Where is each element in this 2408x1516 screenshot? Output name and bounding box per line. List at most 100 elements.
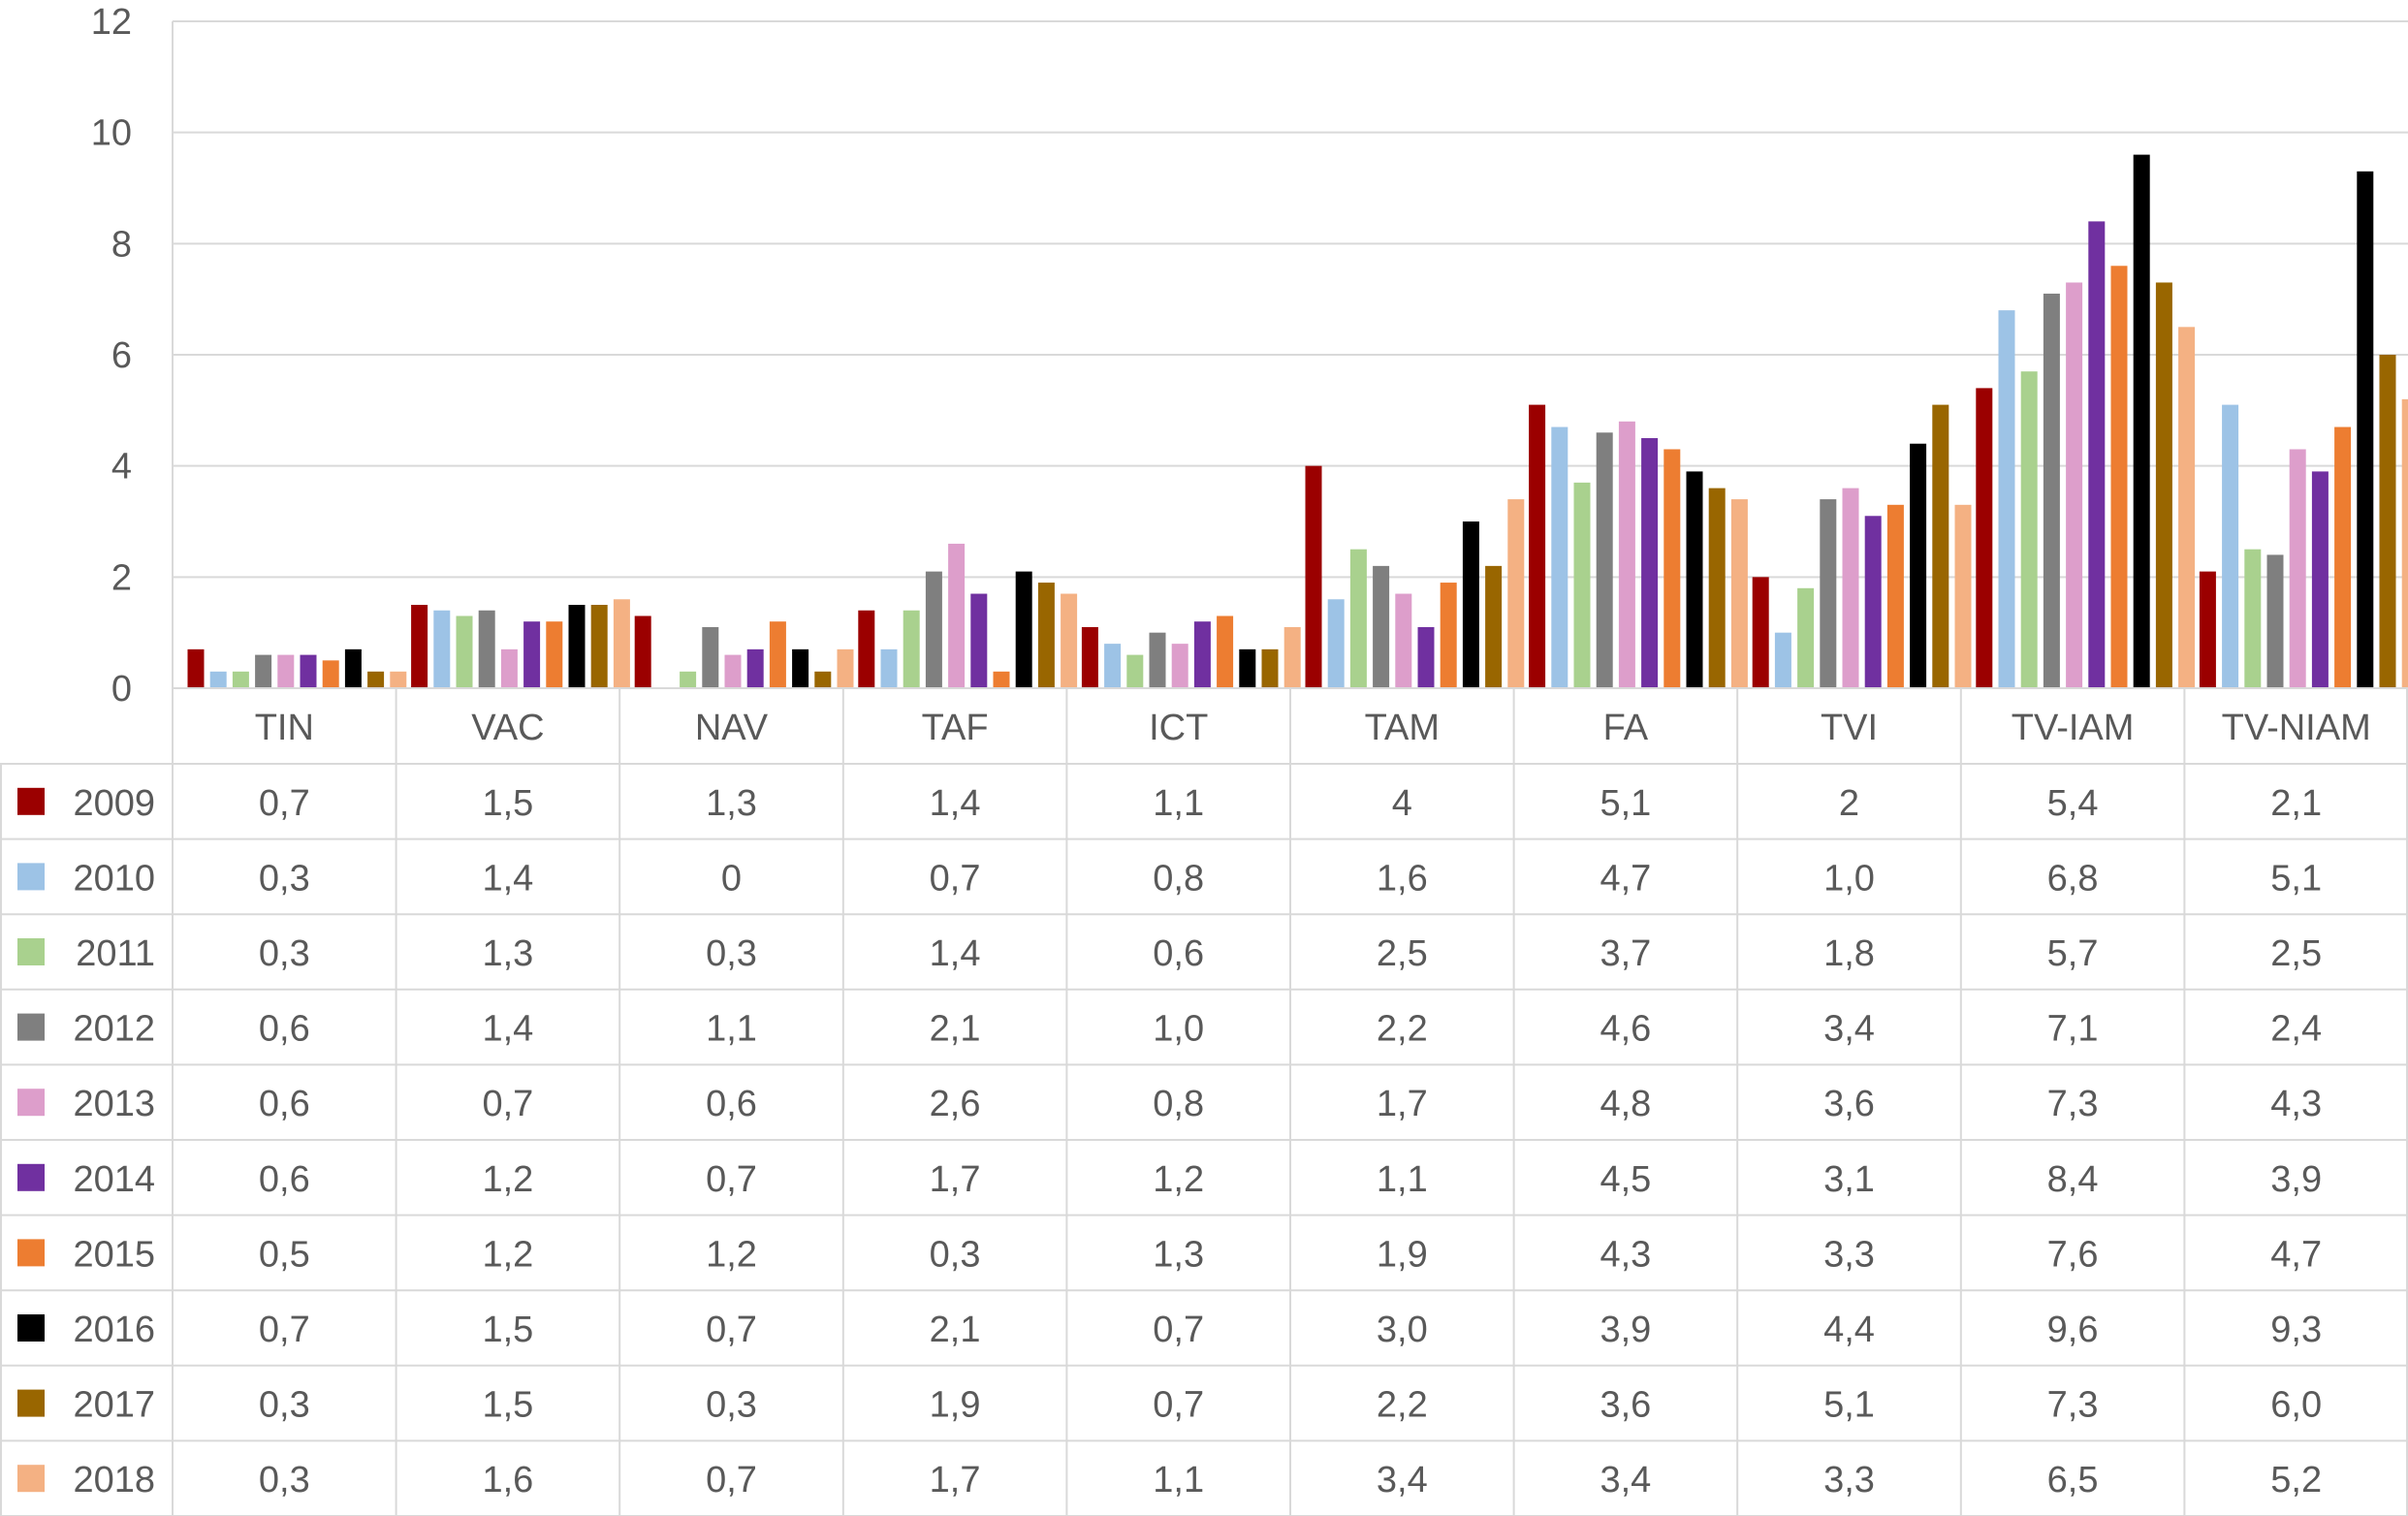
- data-table-cell: 2,2: [1377, 1385, 1428, 1426]
- data-table-cell: 4,5: [1600, 1159, 1651, 1200]
- data-table-cell: 3,4: [1600, 1460, 1651, 1500]
- data-table-cell: 0,7: [706, 1159, 757, 1200]
- bar-tvi-2017: [1932, 404, 1949, 688]
- data-table-cell: 8,4: [2047, 1159, 2099, 1200]
- data-table-cell: 0,3: [706, 933, 757, 974]
- bar-tv-niam-2014: [2311, 471, 2329, 688]
- bar-tv-niam-2016: [2357, 171, 2374, 689]
- bar-tv-iam-2011: [2020, 371, 2038, 688]
- data-table-cell: 2,1: [930, 1310, 981, 1350]
- legend-key-2018: [17, 1465, 45, 1493]
- bar-tam-2017: [1485, 565, 1503, 688]
- data-table-cell: 4,4: [1823, 1310, 1875, 1350]
- legend-year-label: 2015: [73, 1234, 155, 1275]
- data-table-cell: 3,3: [1823, 1460, 1875, 1500]
- data-table-cell: 1,3: [1153, 1234, 1204, 1275]
- bar-fa-2011: [1573, 482, 1591, 688]
- data-table-cell: 1,8: [1823, 933, 1875, 974]
- bar-tv-niam-2010: [2222, 404, 2239, 688]
- data-table-cell: 1,9: [930, 1385, 981, 1426]
- bar-tin-2016: [344, 648, 362, 688]
- bar-ict-2014: [1193, 621, 1211, 688]
- bar-fa-2018: [1730, 499, 1748, 688]
- legend-year-label: 2011: [76, 933, 155, 974]
- y-tick-label: 0: [111, 669, 132, 710]
- data-table-cell: 1,1: [1153, 1460, 1204, 1500]
- bar-fa-2015: [1663, 449, 1681, 688]
- data-table-cell: 1,4: [930, 783, 981, 824]
- bar-tvi-2018: [1954, 504, 1972, 688]
- legend-key-2012: [17, 1013, 45, 1041]
- data-table-cell: 5,1: [2270, 858, 2322, 899]
- data-table-cell: 4,3: [1600, 1234, 1651, 1275]
- data-table-cell: 7,6: [2047, 1234, 2099, 1275]
- data-table-cell: 1,7: [930, 1460, 981, 1500]
- legend-key-2010: [17, 863, 45, 891]
- bar-nav-2009: [634, 616, 651, 688]
- data-table-cell: 1,4: [482, 858, 533, 899]
- legend-key-2013: [17, 1089, 45, 1117]
- bar-tv-niam-2015: [2334, 426, 2352, 688]
- bar-tvi-2013: [1842, 488, 1859, 688]
- data-table-cell: 2,1: [2270, 783, 2322, 824]
- bar-vac-2015: [546, 621, 563, 688]
- data-table-cell: 6,8: [2047, 858, 2099, 899]
- data-table-cell: 4,3: [2270, 1084, 2322, 1124]
- data-table-cell: 1,9: [1377, 1234, 1428, 1275]
- bar-taf-2018: [1061, 593, 1078, 688]
- y-tick-label: 2: [111, 557, 132, 598]
- bar-tam-2014: [1417, 626, 1435, 688]
- bar-tv-iam-2012: [2043, 293, 2060, 688]
- bar-nav-2014: [746, 648, 764, 688]
- data-table-cell: 0,3: [259, 858, 310, 899]
- bar-tin-2012: [255, 654, 272, 688]
- bar-vac-2014: [523, 621, 541, 688]
- y-tick-label: 8: [111, 224, 132, 265]
- bar-tv-niam-2009: [2199, 571, 2216, 688]
- data-table-cell: 1,5: [482, 1310, 533, 1350]
- category-label: NAV: [695, 708, 769, 748]
- data-table-cell: 0,3: [706, 1385, 757, 1426]
- data-table-cell: 3,6: [1823, 1084, 1875, 1124]
- data-table-cell: 3,4: [1823, 1009, 1875, 1050]
- bar-vac-2017: [590, 605, 608, 688]
- bar-vac-2013: [500, 648, 518, 688]
- data-table-cell: 3,1: [1823, 1159, 1875, 1200]
- data-table-cell: 9,3: [2270, 1310, 2322, 1350]
- data-table-cell: 7,3: [2047, 1385, 2099, 1426]
- y-tick-label: 6: [111, 335, 132, 376]
- bar-tvi-2016: [1910, 443, 1927, 688]
- bar-taf-2014: [970, 593, 988, 688]
- data-table-cell: 1,1: [706, 1009, 757, 1050]
- legend-year-label: 2017: [73, 1385, 155, 1426]
- bar-tv-iam-2016: [2133, 154, 2150, 689]
- bar-vac-2009: [411, 605, 428, 688]
- legend-key-2009: [17, 787, 45, 815]
- data-table-cell: 1,4: [482, 1009, 533, 1050]
- bar-vac-2016: [568, 605, 586, 688]
- bar-vac-2018: [613, 599, 630, 688]
- bar-tvi-2014: [1864, 516, 1882, 688]
- data-table-cell: 0,7: [1153, 1385, 1204, 1426]
- bar-ict-2015: [1217, 616, 1234, 688]
- data-table-cell: 0,3: [259, 1385, 310, 1426]
- data-table-cell: 7,3: [2047, 1084, 2099, 1124]
- data-table-cell: 1,6: [482, 1460, 533, 1500]
- bar-tam-2013: [1395, 593, 1412, 688]
- bar-taf-2009: [858, 610, 875, 688]
- bar-ict-2011: [1126, 654, 1144, 688]
- bar-tam-2011: [1349, 549, 1367, 688]
- bar-tv-iam-2009: [1976, 388, 1993, 688]
- bar-nav-2011: [680, 671, 697, 688]
- data-table-cell: 5,2: [2270, 1460, 2322, 1500]
- bar-ict-2016: [1239, 648, 1256, 688]
- bar-tin-2011: [232, 671, 249, 688]
- bar-nav-2015: [769, 621, 786, 688]
- bar-tv-iam-2014: [2088, 221, 2106, 688]
- bar-tv-niam-2012: [2266, 554, 2284, 688]
- bar-ict-2013: [1171, 644, 1188, 688]
- bar-ict-2009: [1081, 626, 1098, 688]
- data-table-cell: 7,1: [2047, 1009, 2099, 1050]
- bar-vac-2010: [433, 610, 451, 688]
- bar-fa-2009: [1529, 404, 1546, 688]
